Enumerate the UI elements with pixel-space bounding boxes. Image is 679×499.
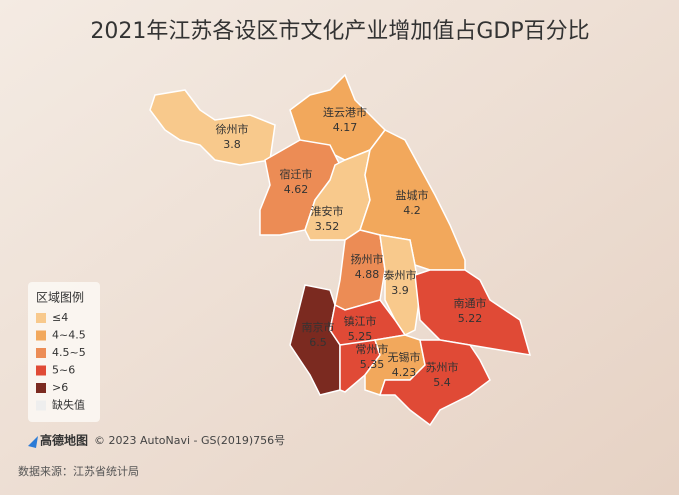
region-value: 5.4 xyxy=(433,376,451,389)
region-name: 常州市 xyxy=(356,342,389,356)
region-name: 徐州市 xyxy=(216,122,249,136)
region xyxy=(414,269,532,356)
legend-swatch xyxy=(36,383,46,393)
legend-swatch xyxy=(36,348,46,358)
legend-swatch xyxy=(36,330,46,341)
legend-label: 5~6 xyxy=(52,364,75,377)
region-name: 南京市 xyxy=(302,320,335,334)
legend-label: 缺失值 xyxy=(52,398,85,412)
source: 数据来源：江苏省统计局 xyxy=(18,464,139,478)
title: 2021年江苏各设区市文化产业增加值占GDP百分比 xyxy=(90,19,589,44)
region xyxy=(149,89,276,166)
region-value: 5.35 xyxy=(360,358,385,371)
region-name: 盐城市 xyxy=(396,188,429,202)
legend-swatch xyxy=(36,365,46,376)
region xyxy=(289,284,341,396)
region-name: 镇江市 xyxy=(344,314,377,328)
legend-label: 4.5~5 xyxy=(52,346,86,359)
region-name: 苏州市 xyxy=(426,360,459,374)
region-value: 4.2 xyxy=(403,204,421,217)
region-name: 淮安市 xyxy=(311,204,344,218)
legend: ≤4 4~4.5 4.5~5 5~6 >6 缺失值 xyxy=(36,311,86,412)
region-value: 3.52 xyxy=(315,220,340,233)
legend-title: 区域图例 xyxy=(36,291,84,305)
logo-icon xyxy=(28,436,38,448)
region-name: 南通市 xyxy=(454,296,487,310)
legend-swatch xyxy=(36,313,46,323)
region-name: 连云港市 xyxy=(323,105,367,119)
region-name: 泰州市 xyxy=(384,268,417,282)
region-value: 6.5 xyxy=(309,336,327,349)
logo-text: 高德地图 xyxy=(40,433,88,448)
region-value: 4.23 xyxy=(392,366,417,379)
region-value: 5.25 xyxy=(348,330,373,343)
legend-label: 4~4.5 xyxy=(52,329,86,342)
region-name: 宿迁市 xyxy=(280,167,313,181)
region xyxy=(378,339,491,427)
region-name: 扬州市 xyxy=(351,252,384,266)
region-value: 3.9 xyxy=(391,284,409,297)
region xyxy=(379,234,421,336)
region-value: 4.88 xyxy=(355,268,380,281)
legend-label: >6 xyxy=(52,381,68,394)
region-value: 4.62 xyxy=(284,183,309,196)
legend-swatch xyxy=(36,400,46,411)
region-value: 3.8 xyxy=(223,138,241,151)
legend-label: ≤4 xyxy=(52,311,68,324)
map xyxy=(149,73,532,427)
region-value: 5.22 xyxy=(458,312,483,325)
attribution: © 2023 AutoNavi - GS(2019)756号 xyxy=(94,434,285,447)
region-value: 4.17 xyxy=(333,121,358,134)
region-name: 无锡市 xyxy=(388,350,421,364)
